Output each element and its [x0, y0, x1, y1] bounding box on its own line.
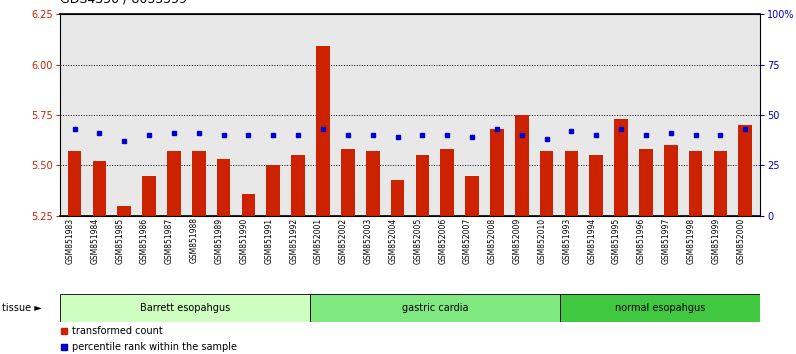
- Bar: [310, 294, 560, 322]
- Text: GSM851990: GSM851990: [240, 217, 248, 264]
- Bar: [515, 115, 529, 216]
- Text: transformed count: transformed count: [72, 326, 162, 336]
- Text: GSM851983: GSM851983: [65, 217, 75, 264]
- Text: GSM851987: GSM851987: [165, 217, 174, 264]
- Text: GSM851986: GSM851986: [140, 217, 149, 264]
- Text: Barrett esopahgus: Barrett esopahgus: [139, 303, 230, 313]
- Bar: [465, 176, 479, 216]
- Bar: [267, 166, 280, 216]
- Text: GSM851991: GSM851991: [264, 217, 273, 264]
- Bar: [589, 155, 603, 216]
- Bar: [639, 149, 653, 216]
- Text: GSM851996: GSM851996: [637, 217, 646, 264]
- Bar: [540, 152, 553, 216]
- Text: GSM852006: GSM852006: [439, 217, 447, 264]
- Text: GSM851997: GSM851997: [661, 217, 671, 264]
- Bar: [391, 179, 404, 216]
- Text: GSM851994: GSM851994: [587, 217, 596, 264]
- Bar: [416, 155, 429, 216]
- Text: GSM852008: GSM852008: [488, 217, 497, 264]
- Text: GSM851999: GSM851999: [712, 217, 720, 264]
- Bar: [118, 206, 131, 216]
- Bar: [560, 294, 760, 322]
- Text: GSM851984: GSM851984: [91, 217, 100, 264]
- Text: percentile rank within the sample: percentile rank within the sample: [72, 342, 237, 352]
- Text: GSM851993: GSM851993: [563, 217, 572, 264]
- Text: GSM852009: GSM852009: [513, 217, 521, 264]
- Bar: [217, 159, 231, 216]
- Bar: [242, 194, 256, 216]
- Bar: [490, 129, 504, 216]
- Text: gastric cardia: gastric cardia: [402, 303, 468, 313]
- Bar: [440, 149, 454, 216]
- Text: GSM852002: GSM852002: [339, 217, 348, 264]
- Bar: [68, 152, 81, 216]
- Text: GSM852003: GSM852003: [364, 217, 373, 264]
- Text: GSM852001: GSM852001: [314, 217, 323, 264]
- Bar: [713, 152, 728, 216]
- Bar: [689, 152, 702, 216]
- Bar: [60, 294, 310, 322]
- Text: GSM852007: GSM852007: [463, 217, 472, 264]
- Text: GDS4350 / 8033359: GDS4350 / 8033359: [60, 0, 186, 5]
- Text: GSM851995: GSM851995: [612, 217, 621, 264]
- Text: tissue ►: tissue ►: [2, 303, 41, 313]
- Bar: [739, 125, 752, 216]
- Bar: [341, 149, 355, 216]
- Text: GSM851992: GSM851992: [289, 217, 298, 264]
- Text: GSM852005: GSM852005: [413, 217, 423, 264]
- Bar: [192, 152, 205, 216]
- Bar: [615, 119, 628, 216]
- Text: GSM852004: GSM852004: [388, 217, 397, 264]
- Bar: [291, 155, 305, 216]
- Bar: [366, 152, 380, 216]
- Bar: [142, 176, 156, 216]
- Bar: [92, 161, 107, 216]
- Text: GSM852000: GSM852000: [736, 217, 745, 264]
- Bar: [167, 152, 181, 216]
- Text: GSM852010: GSM852010: [537, 217, 547, 264]
- Text: GSM851989: GSM851989: [215, 217, 224, 264]
- Text: GSM851998: GSM851998: [687, 217, 696, 264]
- Text: GSM851985: GSM851985: [115, 217, 124, 264]
- Text: normal esopahgus: normal esopahgus: [615, 303, 705, 313]
- Bar: [316, 46, 330, 216]
- Text: GSM851988: GSM851988: [189, 217, 199, 263]
- Bar: [664, 145, 677, 216]
- Bar: [564, 152, 578, 216]
